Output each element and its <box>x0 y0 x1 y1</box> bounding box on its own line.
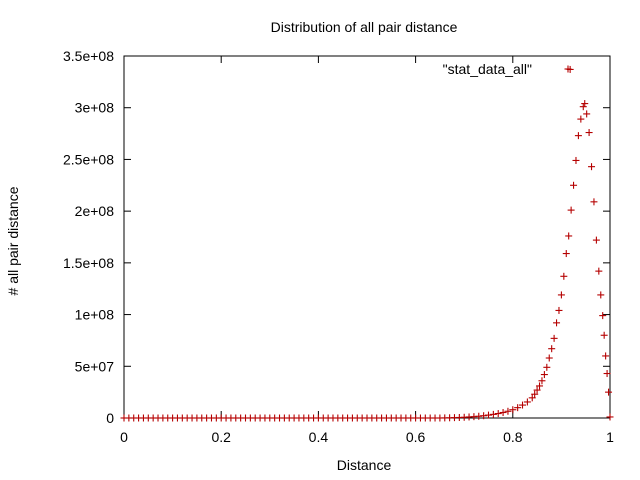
x-tick-label: 0 <box>120 429 128 445</box>
data-point <box>562 250 570 258</box>
x-tick-label: 0.2 <box>211 429 231 445</box>
legend-marker <box>564 65 572 73</box>
data-point <box>489 410 497 418</box>
data-point <box>560 272 568 280</box>
y-tick-label: 1e+08 <box>75 307 115 323</box>
data-point <box>504 407 512 415</box>
data-point <box>602 352 610 360</box>
data-point <box>557 291 565 299</box>
data-point <box>590 198 598 206</box>
x-tick-label: 1 <box>606 429 614 445</box>
data-point <box>545 354 553 362</box>
data-point <box>528 394 536 402</box>
legend-label: "stat_data_all" <box>443 61 532 77</box>
y-tick-label: 3e+08 <box>75 100 115 116</box>
legend-marker-symbol <box>564 65 572 73</box>
data-point <box>555 306 563 314</box>
data-point <box>531 390 539 398</box>
y-tick-label: 3.5e+08 <box>63 48 114 64</box>
data-point <box>485 411 492 419</box>
data-point <box>592 236 600 244</box>
data-point <box>540 371 548 379</box>
data-point <box>603 370 611 378</box>
data-point <box>548 345 556 353</box>
data-point <box>494 410 502 418</box>
data-point <box>572 156 580 164</box>
data-point <box>538 377 546 385</box>
data-point <box>550 334 558 342</box>
data-point <box>567 206 575 214</box>
data-point <box>605 388 613 396</box>
data-point <box>581 100 589 108</box>
data-point <box>600 331 608 339</box>
x-axis: 0 0.2 0.4 0.6 0.8 1 <box>120 56 614 445</box>
data-point <box>595 267 603 275</box>
legend: "stat_data_all" <box>443 61 572 77</box>
data-point <box>499 409 507 417</box>
data-point <box>514 404 522 412</box>
data-point <box>606 413 614 421</box>
data-series <box>120 65 614 422</box>
y-tick-label: 2e+08 <box>75 203 115 219</box>
data-point <box>519 401 527 409</box>
data-point <box>543 363 551 371</box>
data-point <box>583 110 591 118</box>
plot-frame <box>123 55 611 419</box>
data-point <box>565 232 573 240</box>
data-point <box>509 406 517 414</box>
data-point <box>523 398 531 406</box>
data-point <box>585 129 593 137</box>
data-point <box>597 291 605 299</box>
y-tick-label: 2.5e+08 <box>63 151 114 167</box>
data-point <box>574 132 582 140</box>
data-point <box>599 312 607 320</box>
chart-title: Distribution of all pair distance <box>271 19 458 35</box>
y-axis: 0 5e+07 1e+08 1.5e+08 2e+08 2.5e+08 3e+08 3.5e+… <box>63 48 610 426</box>
data-point <box>533 386 541 394</box>
data-point <box>577 115 585 123</box>
data-point <box>536 382 544 390</box>
data-point <box>588 163 596 171</box>
y-tick-label: 0 <box>106 410 114 426</box>
x-axis-label: Distance <box>337 457 392 473</box>
x-tick-label: 0.8 <box>503 429 523 445</box>
data-point <box>480 412 488 420</box>
data-point <box>553 319 561 327</box>
data-point <box>570 181 578 189</box>
x-tick-label: 0.6 <box>406 429 426 445</box>
y-tick-label: 5e+07 <box>75 358 115 374</box>
y-axis-label: # all pair distance <box>5 186 21 295</box>
y-tick-label: 1.5e+08 <box>63 255 114 271</box>
data-point <box>579 103 587 111</box>
x-tick-label: 0.4 <box>309 429 329 445</box>
